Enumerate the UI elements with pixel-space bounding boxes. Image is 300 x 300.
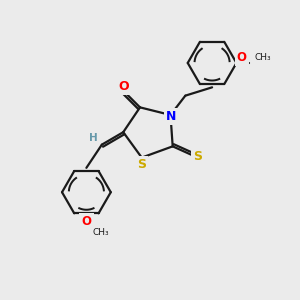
Text: O: O [118, 80, 129, 93]
Text: CH₃: CH₃ [93, 228, 110, 237]
Text: O: O [237, 51, 247, 64]
Text: S: S [193, 150, 202, 163]
Text: N: N [166, 110, 176, 123]
Text: S: S [136, 158, 146, 171]
Text: H: H [88, 133, 97, 143]
Text: O: O [81, 215, 92, 228]
Text: CH₃: CH₃ [255, 53, 272, 62]
